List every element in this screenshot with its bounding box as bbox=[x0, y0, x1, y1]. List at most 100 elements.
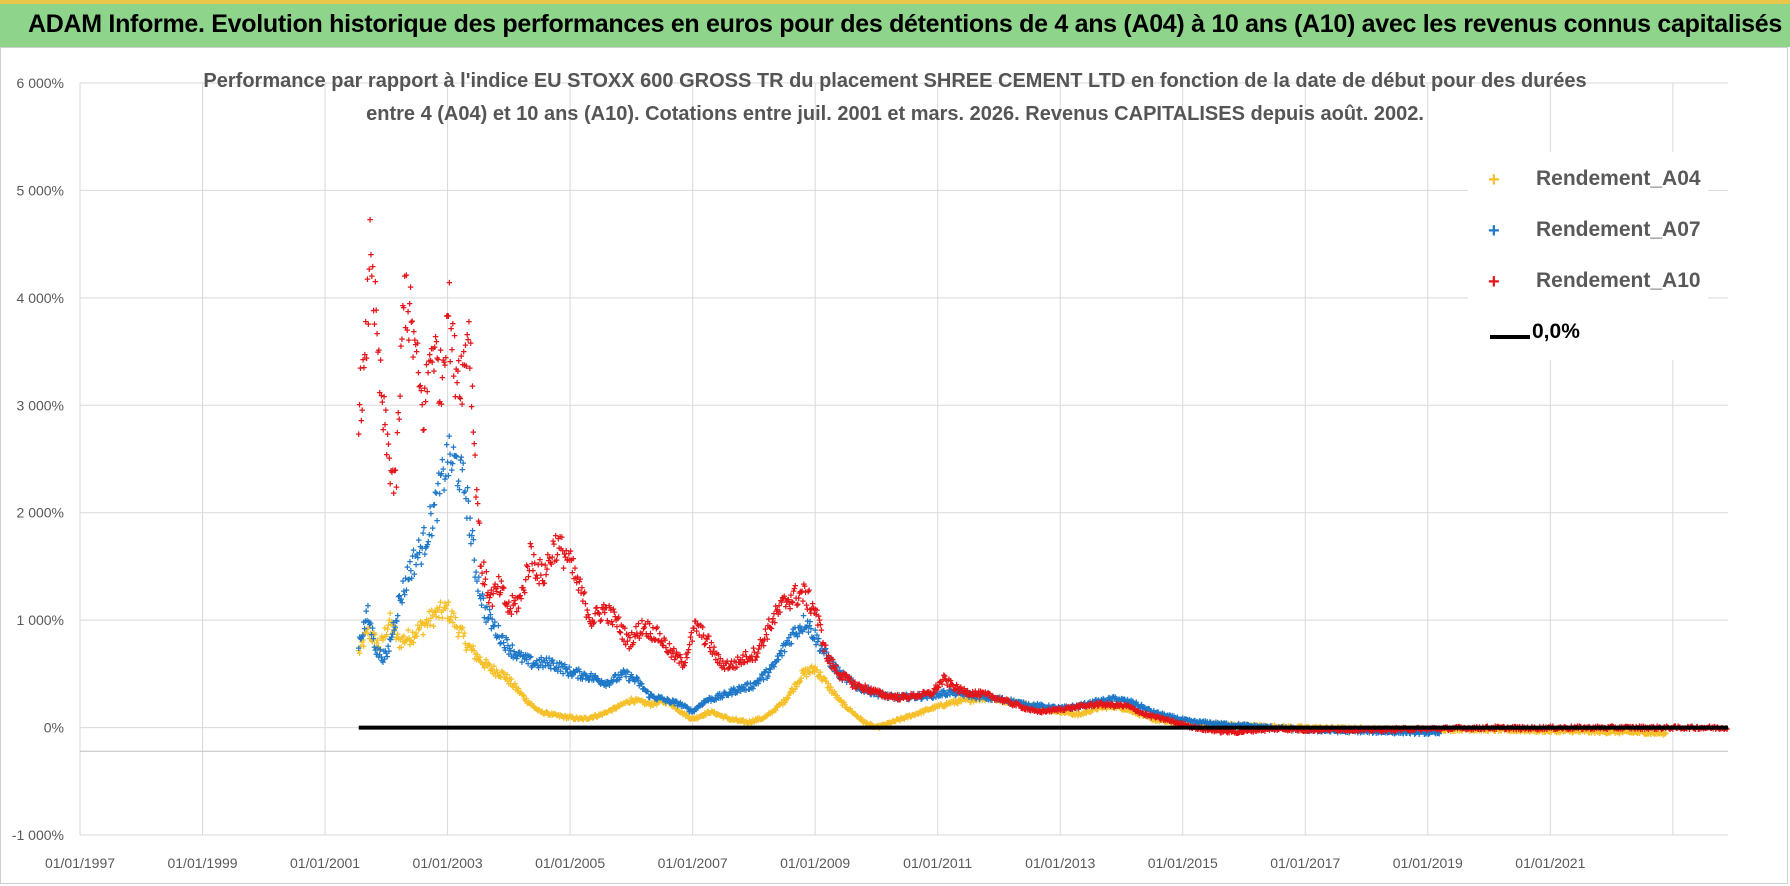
data-point: + bbox=[980, 693, 986, 705]
data-point: + bbox=[390, 628, 396, 640]
data-point: + bbox=[374, 329, 380, 341]
data-point: + bbox=[1058, 708, 1064, 720]
data-point: + bbox=[578, 713, 584, 725]
data-point: + bbox=[385, 439, 391, 451]
data-point: + bbox=[397, 634, 403, 646]
data-point: + bbox=[823, 676, 829, 688]
data-point: + bbox=[663, 698, 669, 710]
data-point: + bbox=[1097, 702, 1103, 714]
data-point: + bbox=[472, 572, 478, 584]
data-point: + bbox=[596, 676, 602, 688]
data-point: + bbox=[1638, 726, 1644, 738]
data-point: + bbox=[1552, 726, 1558, 738]
data-point: + bbox=[1646, 727, 1652, 739]
data-point: + bbox=[1000, 695, 1006, 707]
data-point: + bbox=[1495, 724, 1501, 736]
data-point: + bbox=[1075, 709, 1081, 721]
data-point: + bbox=[680, 701, 686, 713]
data-point: + bbox=[500, 668, 506, 680]
data-point: + bbox=[753, 679, 759, 691]
data-point: + bbox=[514, 653, 520, 665]
data-point: + bbox=[521, 691, 527, 703]
data-point: + bbox=[360, 635, 366, 647]
data-point: + bbox=[1648, 729, 1654, 741]
data-point: + bbox=[911, 710, 917, 722]
data-point: + bbox=[606, 680, 612, 692]
data-point: + bbox=[784, 693, 790, 705]
data-point: + bbox=[936, 701, 942, 713]
data-point: + bbox=[708, 696, 714, 708]
data-point: + bbox=[562, 710, 568, 722]
data-point: + bbox=[867, 718, 873, 730]
data-point: + bbox=[672, 696, 678, 708]
data-point: + bbox=[1354, 724, 1360, 736]
data-point: + bbox=[409, 627, 415, 639]
data-point: + bbox=[531, 659, 537, 671]
data-point: + bbox=[454, 451, 460, 463]
chart-legend: + Rendement_A04 + Rendement_A07 + Rendem… bbox=[1468, 152, 1708, 360]
data-point: + bbox=[762, 666, 768, 678]
data-point: + bbox=[1025, 699, 1031, 711]
data-point: + bbox=[1544, 726, 1550, 738]
data-point: + bbox=[679, 706, 685, 718]
data-point: + bbox=[510, 652, 516, 664]
data-point: + bbox=[806, 585, 812, 597]
data-point: + bbox=[626, 698, 632, 710]
data-point: + bbox=[924, 704, 930, 716]
data-point: + bbox=[512, 678, 518, 690]
data-point: + bbox=[1107, 702, 1113, 714]
data-point: + bbox=[941, 701, 947, 713]
data-point: + bbox=[696, 700, 702, 712]
data-point: + bbox=[847, 704, 853, 716]
data-point: + bbox=[494, 668, 500, 680]
data-point: + bbox=[766, 708, 772, 720]
data-point: + bbox=[1594, 727, 1600, 739]
data-point: + bbox=[1156, 716, 1162, 728]
data-point: + bbox=[791, 679, 797, 691]
data-point: + bbox=[449, 606, 455, 618]
data-point: + bbox=[370, 261, 376, 273]
data-point: + bbox=[906, 710, 912, 722]
data-point: + bbox=[1089, 705, 1095, 717]
data-point: + bbox=[420, 629, 426, 641]
data-point: + bbox=[1650, 728, 1656, 740]
data-point: + bbox=[1530, 726, 1536, 738]
data-point: + bbox=[824, 682, 830, 694]
x-tick-label: 01/01/2019 bbox=[1393, 855, 1463, 871]
data-point: + bbox=[392, 623, 398, 635]
data-point: + bbox=[1007, 695, 1013, 707]
data-point: + bbox=[651, 696, 657, 708]
data-point: + bbox=[482, 603, 488, 615]
data-point: + bbox=[785, 693, 791, 705]
data-point: + bbox=[885, 718, 891, 730]
data-point: + bbox=[615, 700, 621, 712]
data-point: + bbox=[1025, 701, 1031, 713]
data-point: + bbox=[626, 675, 632, 687]
data-point: + bbox=[469, 381, 475, 393]
data-point: + bbox=[995, 694, 1001, 706]
data-point: + bbox=[359, 637, 365, 649]
data-point: + bbox=[891, 716, 897, 728]
data-point: + bbox=[1143, 710, 1149, 722]
data-point: + bbox=[902, 712, 908, 724]
data-point: + bbox=[622, 668, 628, 680]
data-point: + bbox=[560, 711, 566, 723]
data-point: + bbox=[1163, 717, 1169, 729]
data-point: + bbox=[434, 515, 440, 527]
data-point: + bbox=[1024, 702, 1030, 714]
data-point: + bbox=[1566, 727, 1572, 739]
data-point: + bbox=[1070, 709, 1076, 721]
data-point: + bbox=[481, 663, 487, 675]
data-point: + bbox=[487, 665, 493, 677]
data-point: + bbox=[1017, 698, 1023, 710]
data-point: + bbox=[927, 704, 933, 716]
data-point: + bbox=[569, 713, 575, 725]
data-point: + bbox=[549, 710, 555, 722]
data-point: + bbox=[1131, 707, 1137, 719]
data-point: + bbox=[629, 672, 635, 684]
data-point: + bbox=[1373, 725, 1379, 737]
data-point: + bbox=[702, 696, 708, 708]
data-point: + bbox=[1088, 707, 1094, 719]
data-point: + bbox=[551, 709, 557, 721]
data-point: + bbox=[414, 549, 420, 561]
